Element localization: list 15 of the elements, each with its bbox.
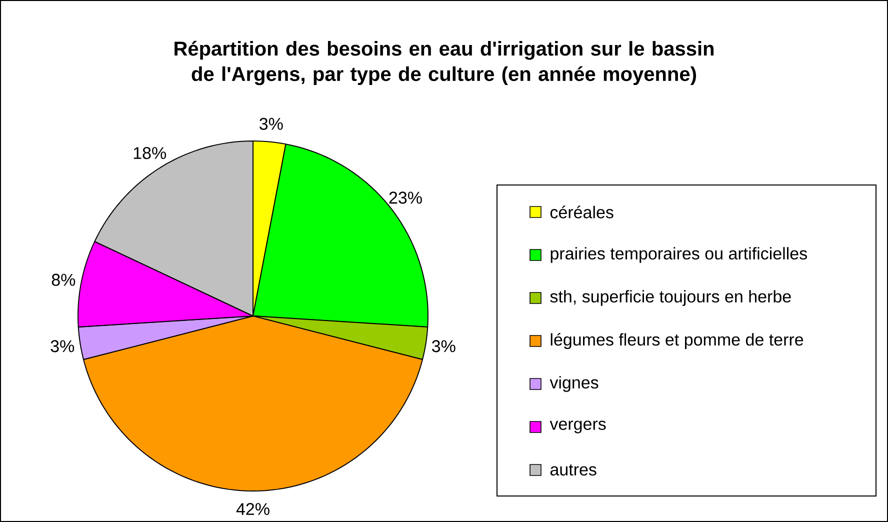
- legend-label: prairies temporaires ou artificielles: [550, 247, 807, 263]
- legend-label: vergers: [550, 420, 606, 434]
- legend-label: sth, superficie toujours en herbe: [550, 290, 791, 306]
- data-label: 3%: [260, 118, 283, 130]
- data-label: 3%: [50, 340, 74, 352]
- legend-label: légumes fleurs et pomme de terre: [550, 332, 804, 350]
- data-label: 3%: [432, 340, 456, 352]
- legend-label: vignes: [550, 376, 598, 392]
- legend-label: céréales: [550, 206, 614, 218]
- data-label: 42%: [236, 503, 270, 515]
- chart-title: Répartition des besoins en eau d'irrigation sur le bassin de l'Argens, par type de culture (en année moyenne): [174, 40, 714, 86]
- data-label: 18%: [134, 147, 166, 160]
- legend-label: autres: [550, 464, 596, 476]
- data-label: 23%: [389, 192, 422, 204]
- data-label: 8%: [52, 274, 76, 286]
